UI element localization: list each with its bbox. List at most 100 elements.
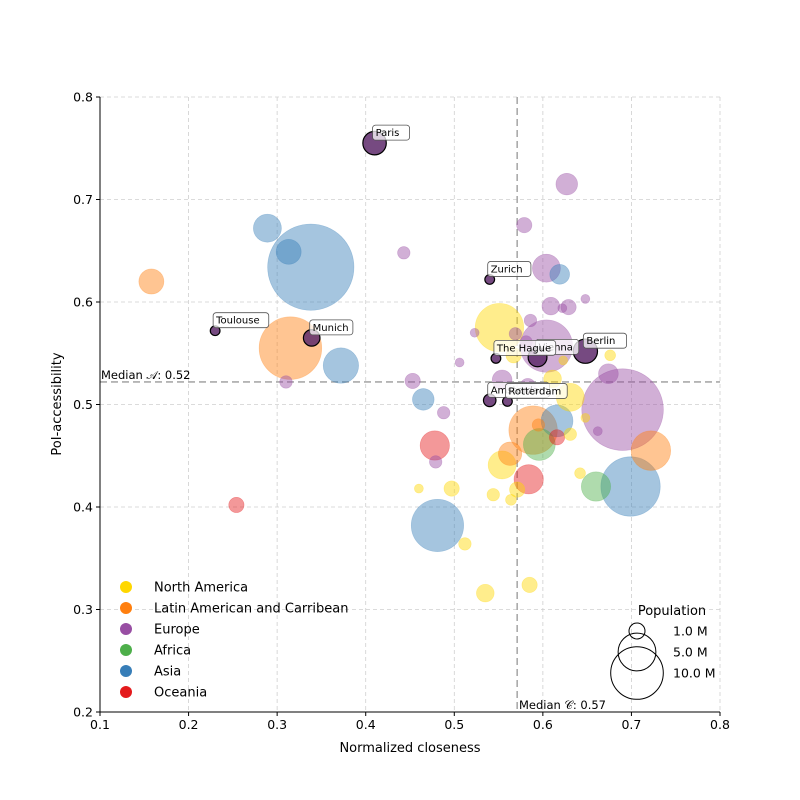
x-tick-label: 0.4 <box>356 717 376 732</box>
city-label-box <box>493 339 557 356</box>
city-bubble <box>486 488 500 502</box>
city-label-box <box>505 383 568 399</box>
y-tick-label: 0.7 <box>73 192 93 207</box>
size-legend-title: Population <box>638 604 706 619</box>
city-bubble <box>322 347 359 384</box>
size-legend-label: 1.0 M <box>673 624 708 639</box>
city-bubble <box>437 406 451 420</box>
city-bubble <box>410 498 464 552</box>
city-bubble <box>505 494 517 506</box>
city-bubble <box>476 583 495 603</box>
city-bubble <box>454 357 465 368</box>
city-bubble <box>555 172 578 196</box>
city-bubble <box>558 355 569 366</box>
city-bubble <box>253 213 282 243</box>
y-tick-label: 0.3 <box>73 602 93 617</box>
city-bubble <box>600 456 661 517</box>
city-bubble <box>598 363 619 384</box>
city-bubble <box>549 429 565 446</box>
city-bubble <box>549 264 570 285</box>
city-bubble <box>443 480 460 497</box>
city-bubble <box>508 405 558 455</box>
city-bubble <box>397 246 411 260</box>
size-legend-circle <box>628 622 646 640</box>
legend-marker <box>120 686 132 698</box>
legend-label: Europe <box>154 623 200 638</box>
median-closeness-label: Median 𝒞: 0.57 <box>519 698 606 712</box>
city-bubble <box>419 430 450 461</box>
city-bubble <box>469 327 480 338</box>
city-labels: ParisZurichToulouseMunichBerlinViennaThe… <box>212 124 627 399</box>
legend-marker <box>120 644 132 656</box>
city-bubble <box>279 375 293 389</box>
city-label: Berlin <box>586 336 615 347</box>
city-bubble <box>138 268 165 295</box>
city-bubble <box>531 418 545 432</box>
city-bubble <box>604 349 616 362</box>
city-bubble <box>513 464 544 495</box>
city-label: Rotterdam <box>508 386 561 397</box>
city-bubble <box>560 299 577 316</box>
x-tick-label: 0.7 <box>621 717 641 732</box>
x-tick-label: 0.3 <box>267 717 287 732</box>
city-bubble <box>574 467 586 479</box>
legend-label: Oceania <box>154 686 207 701</box>
city-bubble <box>228 496 245 513</box>
x-tick-label: 0.2 <box>179 717 199 732</box>
city-bubble <box>275 238 302 265</box>
legend-label: Latin American and Carribean <box>154 602 348 617</box>
city-bubble <box>541 296 560 316</box>
city-bubble <box>429 455 443 469</box>
size-legend-circle <box>617 632 657 672</box>
population-size-legend: Population 1.0 M 5.0 M 10.0 M <box>610 604 716 700</box>
x-tick-label: 0.8 <box>710 717 730 732</box>
y-axis-label: PoI-accessibility <box>50 352 65 455</box>
city-bubble <box>581 471 611 502</box>
x-tick-label: 0.5 <box>444 717 464 732</box>
y-tick-label: 0.6 <box>73 295 93 310</box>
city-label-box <box>372 124 410 141</box>
legend-marker <box>120 602 132 614</box>
legend-label: North America <box>154 581 248 596</box>
y-tick-label: 0.8 <box>73 90 93 105</box>
city-label: Munich <box>313 323 349 334</box>
city-bubble <box>581 368 664 451</box>
y-tick-label: 0.5 <box>73 397 93 412</box>
tick-labels: 0.1 0.2 0.3 0.4 0.5 0.6 0.7 0.80.20.30.40.50.60… <box>73 90 730 733</box>
axes <box>96 96 721 716</box>
city-bubble <box>580 413 591 423</box>
x-tick-label: 0.1 <box>90 717 110 732</box>
city-label: The Hague <box>496 343 551 354</box>
city-bubble <box>516 217 533 234</box>
city-label-box <box>309 319 354 336</box>
city-label: Zurich <box>491 264 523 275</box>
city-bubble <box>580 294 591 304</box>
grid-lines <box>100 96 721 712</box>
city-label-box <box>487 261 532 277</box>
city-bubble <box>563 427 577 441</box>
city-bubble <box>267 223 355 311</box>
city-bubble <box>630 430 672 471</box>
city-bubble <box>523 313 538 328</box>
city-bubble <box>523 428 556 461</box>
city-bubble <box>540 404 574 438</box>
city-label: Paris <box>376 128 400 139</box>
size-legend-circle <box>610 646 664 700</box>
city-bubble <box>508 327 522 341</box>
region-legend: North America Latin American and Carribea… <box>120 581 348 701</box>
city-bubble <box>404 372 421 389</box>
legend-label: Africa <box>154 644 191 659</box>
median-accessibility-label: Median 𝒜: 0.52 <box>101 368 191 382</box>
city-bubble <box>412 388 435 411</box>
y-tick-label: 0.4 <box>73 500 93 515</box>
city-label-box <box>582 332 627 349</box>
city-label: Toulouse <box>215 316 259 327</box>
x-tick-label: 0.6 <box>533 717 553 732</box>
city-label-box <box>212 312 270 329</box>
city-bubble <box>487 450 517 480</box>
data-points <box>138 172 672 603</box>
city-bubble <box>521 576 538 593</box>
size-legend-label: 5.0 M <box>673 645 708 660</box>
city-bubble <box>509 481 526 498</box>
